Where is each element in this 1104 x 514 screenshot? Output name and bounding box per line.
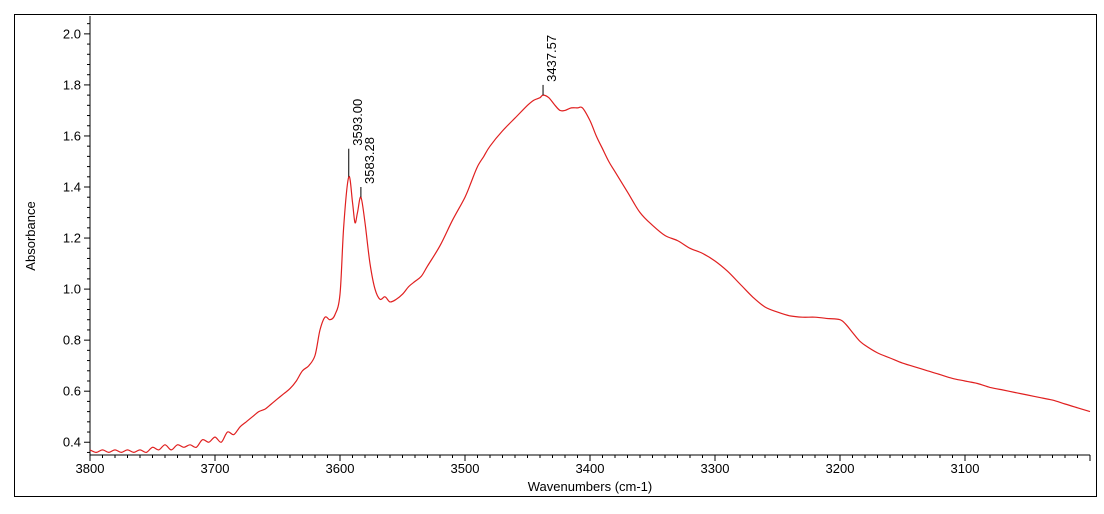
- y-tick-label: 0.4: [63, 435, 81, 450]
- y-tick-label: 0.6: [63, 384, 81, 399]
- y-axis-title: Absorbance: [23, 201, 38, 270]
- x-axis-title: Wavenumbers (cm-1): [528, 479, 652, 494]
- peak-label: 3437.57: [544, 35, 559, 82]
- x-tick-label: 3600: [326, 461, 355, 476]
- y-tick-label: 1.2: [63, 231, 81, 246]
- x-tick-label: 3400: [576, 461, 605, 476]
- y-tick-label: 1.8: [63, 77, 81, 92]
- spectrum-line: [89, 94, 1091, 454]
- y-tick-label: 1.6: [63, 128, 81, 143]
- y-tick-label: 2.0: [63, 26, 81, 41]
- y-axis: 0.4 0.6 0.8 1.0 1.2 1.4 1.6 1.8 2.0: [63, 23, 90, 453]
- y-tick-label: 1.0: [63, 282, 81, 297]
- x-tick-label: 3800: [76, 461, 105, 476]
- series-layer: [89, 94, 1091, 454]
- outer-frame: [14, 14, 1097, 497]
- x-tick-label: 3200: [826, 461, 855, 476]
- x-tick-label: 3700: [201, 461, 230, 476]
- x-tick-label: 3500: [451, 461, 480, 476]
- x-tick-label: 3100: [951, 461, 980, 476]
- y-tick-label: 0.8: [63, 333, 81, 348]
- x-tick-label: 3300: [701, 461, 730, 476]
- x-axis: 3800 3700 3600 3500 3400 3300 3200 3100: [76, 455, 1091, 476]
- y-tick-label: 1.4: [63, 180, 81, 195]
- peak-label: 3593.00: [350, 99, 365, 146]
- peak-label: 3583.28: [362, 137, 377, 184]
